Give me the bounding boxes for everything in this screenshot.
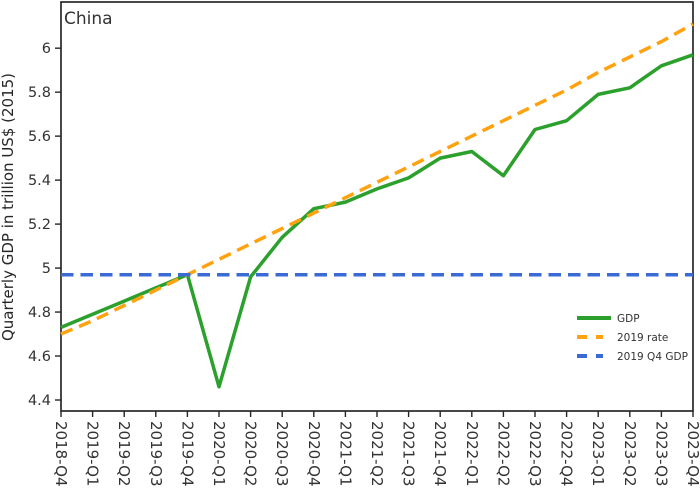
y-tick-label: 5.6 [28,129,51,145]
y-tick-label: 4.4 [28,393,51,409]
x-tick-label: 2022-Q2 [494,421,512,487]
y-tick-label: 5 [42,261,51,277]
x-tick-label: 2020-Q3 [273,421,291,487]
x-tick-label: 2022-Q3 [526,421,544,487]
x-tick-label: 2023-Q1 [589,421,607,487]
y-tick-label: 4.8 [28,305,51,321]
chart-title: China [64,9,113,29]
x-tick-label: 2023-Q4 [684,421,700,487]
x-tick-label: 2018-Q4 [52,421,70,487]
legend-label-2019-q4-gdp: 2019 Q4 GDP [617,351,688,363]
y-tick-label: 6 [42,41,51,57]
x-tick-label: 2023-Q2 [621,421,639,487]
x-tick-label: 2020-Q4 [305,421,323,487]
y-tick-label: 5.4 [28,173,51,189]
x-tick-label: 2021-Q3 [400,421,418,487]
x-tick-label: 2020-Q1 [210,421,228,487]
legend-label-2019-rate: 2019 rate [617,332,668,344]
x-tick-label: 2022-Q1 [463,421,481,487]
plot-layer: 4.4 4.6 4.8 5 5.2 5.4 5.6 5.8 6 2018-Q4 2019-Q1 201… [28,1,700,487]
y-tick-label: 5.2 [28,217,51,233]
x-tick-label: 2019-Q2 [115,421,133,487]
x-tick-label: 2022-Q4 [558,421,576,487]
x-tick-label: 2021-Q1 [336,421,354,487]
x-tick-label: 2021-Q2 [368,421,386,487]
x-tick-label: 2021-Q4 [431,421,449,487]
x-tick-label: 2019-Q3 [147,421,165,487]
x-tick-label: 2019-Q1 [84,421,102,487]
plot-frame [60,1,694,412]
series-line-gdp [60,53,694,389]
series-line-2019-rate [60,22,694,336]
y-tick-label: 4.6 [28,349,51,365]
x-tick-label: 2019-Q4 [178,421,196,487]
legend-label-gdp: GDP [617,313,640,325]
x-tick-label: 2020-Q2 [242,421,260,487]
y-axis-label: Quarterly GDP in trillion US$ (2015) [0,73,17,341]
y-tick-label: 5.8 [28,85,51,101]
x-tick-label: 2023-Q3 [652,421,670,487]
